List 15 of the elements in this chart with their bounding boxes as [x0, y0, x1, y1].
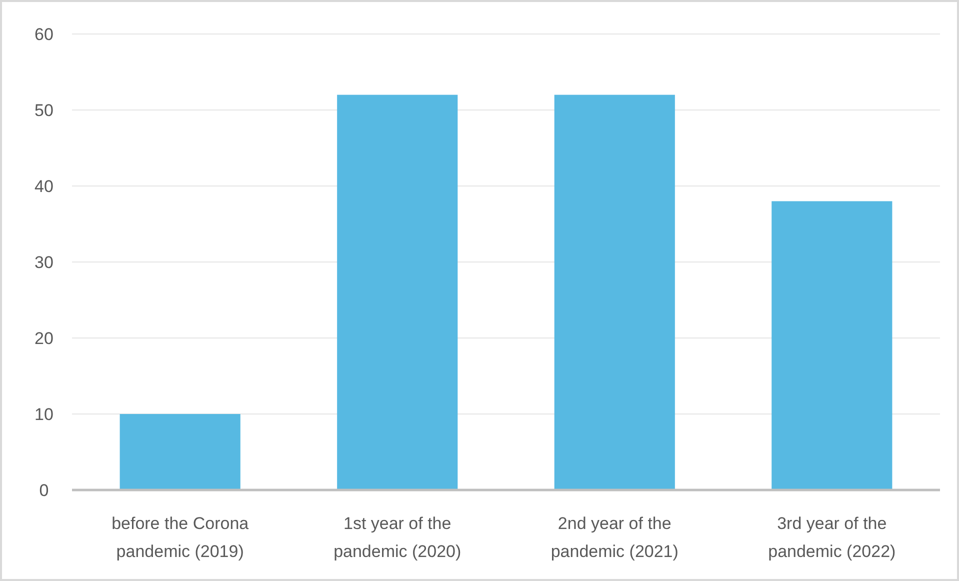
x-tick-label: before the Corona pandemic (2019) — [112, 514, 250, 561]
bar — [554, 94, 675, 490]
y-tick-label: 20 — [34, 328, 54, 348]
x-tick-label: 1st year of the pandemic (2020) — [334, 514, 462, 561]
bar — [772, 201, 892, 490]
bar — [337, 94, 458, 490]
y-tick-label: 60 — [34, 24, 54, 44]
x-tick-label: 3rd year of the pandemic (2022) — [768, 514, 896, 561]
y-tick-label: 40 — [34, 176, 54, 196]
y-tick-label: 10 — [34, 404, 54, 424]
y-tick-label: 30 — [34, 252, 54, 272]
x-tick-label: 2nd year of the pandemic (2021) — [550, 514, 678, 561]
bar — [120, 414, 240, 490]
y-tick-label: 0 — [39, 480, 49, 500]
y-tick-label: 50 — [34, 100, 54, 120]
